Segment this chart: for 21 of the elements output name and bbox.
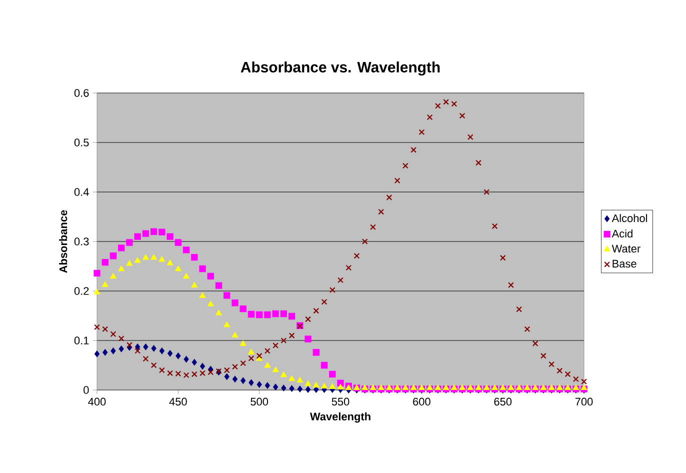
- legend-label: Base: [612, 260, 636, 268]
- y-tick-label: 0.2: [74, 287, 89, 295]
- x-tick-label: 700: [575, 398, 593, 406]
- x-tick-label: 550: [332, 398, 350, 406]
- y-tick-label: 0.6: [74, 89, 89, 97]
- x-tick-label: 600: [413, 398, 430, 406]
- y-tick-label: 0: [84, 386, 89, 394]
- y-tick-label: 0.4: [74, 188, 89, 196]
- x-tick-label: 450: [169, 398, 187, 406]
- chart-title: Absorbance vs. Wavelength: [240, 62, 440, 76]
- legend-label: Acid: [612, 229, 632, 238]
- y-axis-title: Absorbance: [59, 210, 68, 273]
- y-tick-label: 0.1: [74, 336, 89, 344]
- legend-label: Water: [612, 244, 640, 253]
- x-tick-label: 400: [88, 398, 106, 406]
- x-tick-label: 500: [250, 398, 268, 406]
- legend-label: Alcohol: [612, 214, 648, 222]
- y-tick-label: 0.3: [74, 238, 89, 246]
- y-tick-label: 0.5: [74, 138, 89, 146]
- x-tick-label: 650: [494, 398, 512, 406]
- x-axis-title: Wavelength: [310, 412, 370, 423]
